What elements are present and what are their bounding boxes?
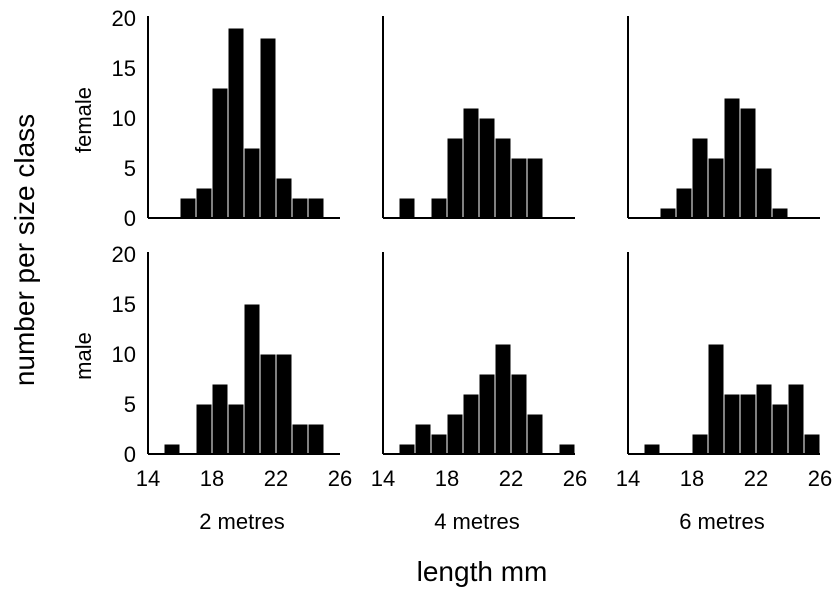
- bar: [228, 28, 244, 218]
- bar: [164, 444, 180, 454]
- x-tick-label: 18: [200, 466, 224, 491]
- bar: [644, 444, 660, 454]
- bar: [431, 434, 447, 454]
- x-tick-label: 14: [371, 466, 395, 491]
- bar: [772, 404, 788, 454]
- bar: [479, 374, 495, 454]
- bar: [308, 424, 324, 454]
- panel-female-0: [148, 16, 340, 218]
- y-tick-label: 15: [112, 56, 136, 81]
- panel-female-1: [383, 16, 575, 218]
- bar: [244, 304, 260, 454]
- y-tick-label: 20: [112, 6, 136, 31]
- x-tick-label: 22: [744, 466, 768, 491]
- y-tick-label: 15: [112, 292, 136, 317]
- bar: [180, 198, 196, 218]
- x-tick-label: 18: [680, 466, 704, 491]
- bar: [447, 138, 463, 218]
- bar: [276, 354, 292, 454]
- bar: [228, 404, 244, 454]
- y-axis-title: number per size class: [9, 114, 40, 386]
- bar: [260, 38, 276, 218]
- bar: [527, 158, 543, 218]
- bar: [495, 138, 511, 218]
- bar: [676, 188, 692, 218]
- panel-male-2: [628, 252, 820, 454]
- bar: [292, 198, 308, 218]
- bar: [511, 374, 527, 454]
- x-tick-label: 22: [264, 466, 288, 491]
- bar: [244, 148, 260, 218]
- bar: [708, 344, 724, 454]
- y-tick-label: 5: [124, 392, 136, 417]
- bar: [756, 168, 772, 218]
- bar: [447, 414, 463, 454]
- column-label: 4 metres: [434, 509, 520, 534]
- bar: [708, 158, 724, 218]
- bar: [415, 424, 431, 454]
- bar: [660, 208, 676, 218]
- bar: [692, 434, 708, 454]
- column-label: 2 metres: [199, 509, 285, 534]
- y-tick-label: 10: [112, 342, 136, 367]
- x-tick-label: 26: [563, 466, 587, 491]
- bar: [804, 434, 820, 454]
- bar: [308, 198, 324, 218]
- bar: [479, 118, 495, 218]
- row-label-male: male: [71, 332, 96, 380]
- bar: [724, 98, 740, 218]
- bar: [463, 108, 479, 218]
- bar: [511, 158, 527, 218]
- bar: [756, 384, 772, 454]
- bar: [260, 354, 276, 454]
- y-tick-label: 5: [124, 156, 136, 181]
- bar: [276, 178, 292, 218]
- panel-male-0: [148, 252, 340, 454]
- y-tick-label: 20: [112, 242, 136, 267]
- y-tick-label: 10: [112, 106, 136, 131]
- bar: [788, 384, 804, 454]
- bar: [212, 88, 228, 218]
- y-tick-label: 0: [124, 206, 136, 231]
- bar: [463, 394, 479, 454]
- x-tick-label: 18: [435, 466, 459, 491]
- bar: [559, 444, 575, 454]
- x-tick-label: 26: [808, 466, 832, 491]
- bar: [527, 414, 543, 454]
- bar: [740, 394, 756, 454]
- x-tick-label: 14: [136, 466, 160, 491]
- bar: [740, 108, 756, 218]
- row-label-female: female: [71, 87, 96, 153]
- bar: [724, 394, 740, 454]
- column-label: 6 metres: [679, 509, 765, 534]
- panel-male-1: [383, 252, 575, 454]
- bar: [212, 384, 228, 454]
- bar: [495, 344, 511, 454]
- bar: [196, 404, 212, 454]
- x-axis-title: length mm: [417, 556, 548, 587]
- x-tick-label: 26: [328, 466, 352, 491]
- bar: [431, 198, 447, 218]
- bar: [399, 444, 415, 454]
- bar: [292, 424, 308, 454]
- bar: [772, 208, 788, 218]
- bar: [399, 198, 415, 218]
- bar: [196, 188, 212, 218]
- panels-group: 0 5 10 15 20 female 0 5 10 15 20 male 14 18 22 26 2 metr…: [71, 6, 832, 534]
- x-tick-label: 14: [616, 466, 640, 491]
- x-tick-label: 22: [499, 466, 523, 491]
- y-tick-label: 0: [124, 442, 136, 467]
- bar: [692, 138, 708, 218]
- panel-female-2: [628, 16, 820, 218]
